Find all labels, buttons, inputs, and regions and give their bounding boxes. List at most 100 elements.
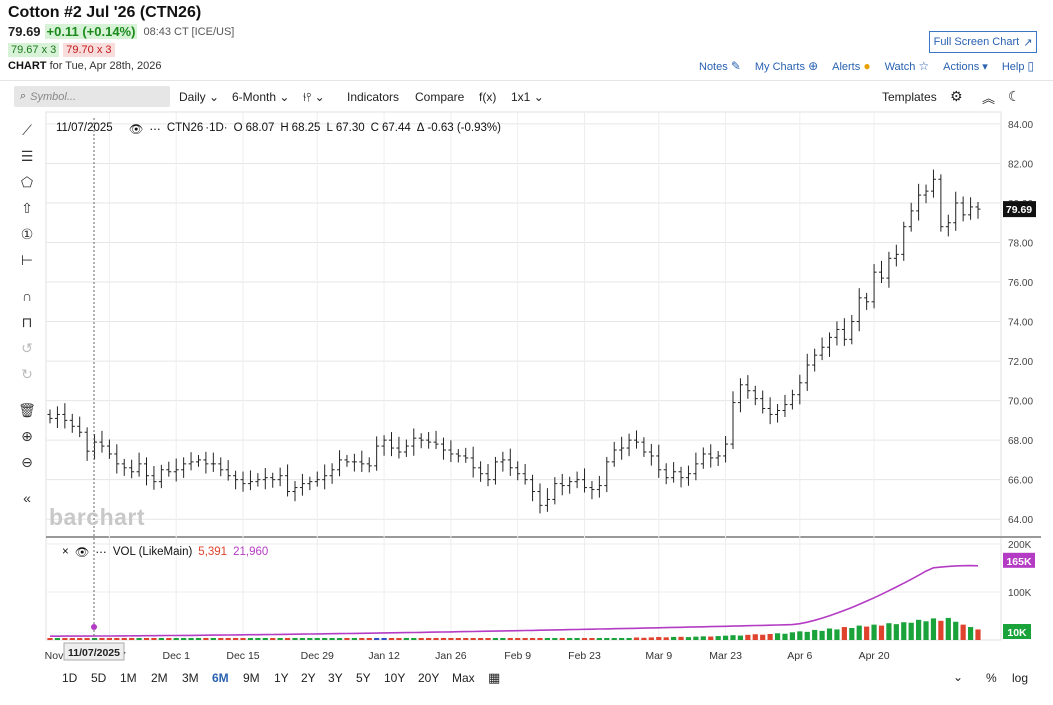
range-9m[interactable]: 9M: [243, 671, 260, 685]
unlock-icon[interactable]: ⊓: [21, 314, 33, 330]
range-2y[interactable]: 2Y: [301, 671, 316, 685]
fib-lines-icon[interactable]: ☰: [20, 148, 34, 164]
zoom-in-icon[interactable]: ⊕: [21, 428, 33, 444]
zoom-out-icon[interactable]: ⊖: [21, 454, 33, 470]
collapse-sidebar-icon[interactable]: «: [23, 490, 31, 506]
undo-icon[interactable]: ↺: [21, 340, 33, 356]
chart-date-text: for Tue, Apr 28th, 2026: [49, 60, 162, 72]
range-5d[interactable]: 5D: [91, 671, 107, 685]
notes-link[interactable]: Notes ✎: [699, 59, 741, 73]
volume-bar: [121, 638, 127, 640]
interval-dropdown[interactable]: Daily ⌄: [179, 90, 219, 104]
volume-bar: [656, 637, 662, 640]
full-screen-label: Full Screen Chart: [933, 36, 1020, 48]
range-1y[interactable]: 1Y: [274, 671, 289, 685]
symbol-search-input[interactable]: ⌕ Symbol...: [14, 86, 170, 107]
redo-icon[interactable]: ↻: [21, 366, 33, 382]
volume-bar: [953, 621, 959, 640]
bid-ask: 79.67 x 3 79.70 x 3: [8, 43, 115, 57]
time-tick-label: Dec 15: [226, 650, 259, 662]
compare-button[interactable]: Compare: [415, 90, 465, 104]
price-tick-label: 64.00: [1008, 515, 1033, 526]
range-1d[interactable]: 1D: [62, 671, 78, 685]
trendline-icon[interactable]: ⟋: [22, 122, 32, 138]
volume-bar: [151, 638, 157, 640]
time-tick-label: Dec 1: [162, 650, 190, 662]
more-icon[interactable]: ⋯: [149, 124, 161, 136]
range-3m[interactable]: 3M: [182, 671, 199, 685]
top-links: Notes ✎ My Charts ⊕ Alerts ● Watch ☆ Act…: [699, 59, 1034, 73]
dark-mode-icon[interactable]: ☾: [1008, 88, 1021, 104]
close-icon[interactable]: ×: [62, 546, 69, 558]
time-tick-label: Mar 9: [645, 650, 672, 662]
volume-bar: [752, 634, 758, 640]
bid: 79.67 x 3: [8, 43, 60, 57]
volume-bar: [158, 638, 164, 640]
period-dropdown[interactable]: 6-Month ⌄: [232, 90, 289, 104]
volume-bar: [760, 634, 766, 640]
bar-type-dropdown[interactable]: ⫮⫯ ⌄: [303, 90, 325, 105]
volume-bar: [440, 638, 447, 640]
time-tick-label: Jan 26: [435, 650, 467, 662]
range-5y[interactable]: 5Y: [356, 671, 371, 685]
chevron-down-icon: ⌄: [209, 90, 220, 104]
annotation-icon[interactable]: ①: [20, 226, 34, 242]
actions-link[interactable]: Actions ▾: [943, 60, 988, 73]
volume-average-tag: [1003, 552, 1035, 568]
volume-bar: [366, 638, 372, 640]
full-screen-chart-button[interactable]: Full Screen Chart ↗: [929, 31, 1037, 53]
indicators-button[interactable]: Indicators: [347, 90, 400, 104]
eye-icon[interactable]: 👁: [74, 547, 90, 559]
volume-bar: [396, 638, 402, 640]
layout-dropdown[interactable]: 1x1 ⌄: [511, 90, 544, 104]
volume-bar: [166, 638, 172, 640]
volume-bar: [314, 638, 320, 640]
alerts-link[interactable]: Alerts ●: [832, 59, 870, 73]
volume-bar: [945, 617, 951, 640]
timestamp: 08:43 CT [ICE/US]: [143, 25, 235, 38]
percent-toggle[interactable]: %: [986, 671, 997, 685]
shape-icon[interactable]: ⬠: [20, 174, 34, 190]
external-link-icon: ↗: [1023, 36, 1033, 49]
range-3y[interactable]: 3Y: [328, 671, 343, 685]
arrow-up-icon[interactable]: ⇧: [21, 200, 33, 216]
volume-bar: [129, 638, 135, 640]
volume-bar: [270, 638, 276, 640]
log-toggle[interactable]: log: [1012, 671, 1029, 685]
help-link[interactable]: Help ▯: [1002, 59, 1034, 73]
range-2m[interactable]: 2M: [151, 671, 168, 685]
legend-delta: -0.63 (-0.93%): [427, 122, 501, 134]
volume-bar: [693, 636, 699, 640]
volume-bar: [455, 638, 461, 640]
calendar-icon[interactable]: ▦: [488, 670, 501, 685]
magnet-icon[interactable]: ∩: [21, 288, 33, 304]
my-charts-link[interactable]: My Charts ⊕: [755, 59, 818, 73]
collapse-up-icon[interactable]: ︽: [982, 91, 996, 106]
help-label: Help: [1001, 61, 1025, 73]
range-1m[interactable]: 1M: [120, 671, 137, 685]
fx-button[interactable]: f(x): [479, 90, 497, 104]
measure-icon[interactable]: ⊢: [20, 252, 34, 268]
eye-icon[interactable]: 👁: [128, 124, 144, 136]
interval-label: Daily: [179, 90, 206, 104]
search-placeholder: Symbol...: [30, 90, 77, 103]
price-change: +0.11 (+0.14%): [44, 24, 138, 39]
more-icon[interactable]: ⋯: [95, 547, 107, 559]
range-10y[interactable]: 10Y: [384, 671, 406, 685]
range-max[interactable]: Max: [452, 671, 475, 685]
volume-bar: [188, 638, 194, 640]
volume-bar: [537, 638, 543, 640]
range-6m[interactable]: 6M: [212, 671, 229, 685]
double-chevron-down-icon[interactable]: ⌄: [953, 670, 964, 684]
trash-icon[interactable]: 🗑: [18, 402, 36, 418]
volume-bar: [893, 624, 899, 640]
volume-bar: [240, 638, 246, 640]
volume-legend: × 👁 ⋯ VOL (LikeMain) 5,391 21,960: [62, 545, 268, 559]
range-20y[interactable]: 20Y: [418, 671, 440, 685]
legend-symbol: CTN26: [166, 122, 204, 134]
volume-bar: [826, 628, 833, 640]
settings-gear-icon[interactable]: ⚙: [950, 88, 963, 104]
templates-button[interactable]: Templates: [882, 90, 937, 104]
watch-link[interactable]: Watch ☆: [885, 59, 930, 73]
